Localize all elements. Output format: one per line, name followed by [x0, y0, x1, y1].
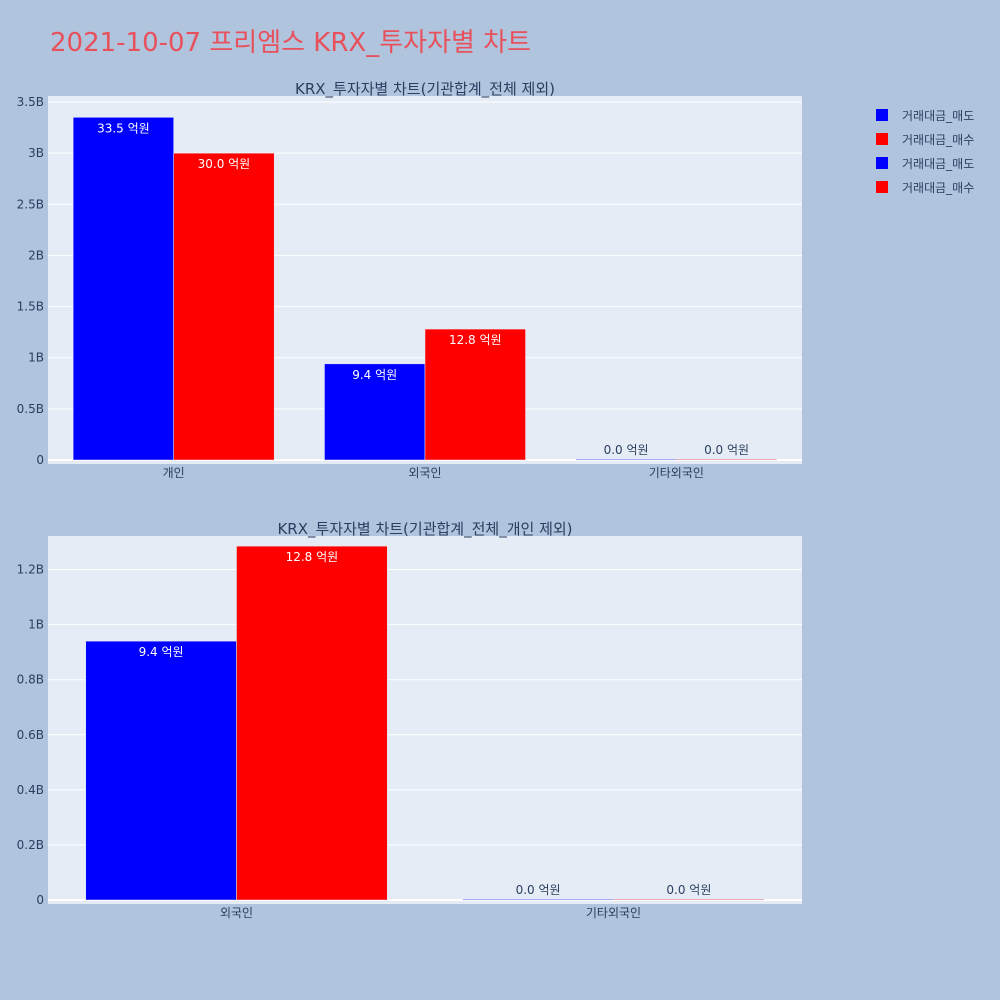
chart-title: KRX_투자자별 차트(기관합계_전체_개인 제외): [277, 520, 572, 539]
data-label: 33.5 억원: [97, 121, 150, 135]
data-label: 9.4 억원: [352, 368, 397, 382]
bar[interactable]: [424, 328, 526, 461]
y-tick-label: 2B: [28, 248, 44, 262]
data-label: 9.4 억원: [139, 645, 184, 659]
legend-label[interactable]: 거래대금_매수: [902, 133, 974, 147]
y-tick-label: 0.8B: [17, 673, 44, 687]
bar[interactable]: [462, 898, 614, 901]
x-tick-label: 외국인: [408, 466, 441, 480]
data-label: 0.0 억원: [666, 883, 711, 897]
x-tick-label: 개인: [163, 466, 185, 480]
legend-label[interactable]: 거래대금_매도: [902, 109, 974, 123]
page-title: 2021-10-07 프리엠스 KRX_투자자별 차트: [50, 28, 532, 58]
legend-swatch[interactable]: [876, 157, 888, 169]
legend-swatch[interactable]: [876, 133, 888, 145]
bar[interactable]: [236, 545, 388, 901]
chart-panel-1: 0 0.5B 1B 1.5B 2B 2.5B 3B 3.5B KRX_투자자별 차트(기관합계_…: [17, 80, 802, 480]
y-tick-label: 1.5B: [17, 300, 44, 314]
data-label: 0.0 억원: [704, 443, 749, 457]
data-label: 30.0 억원: [198, 157, 251, 171]
chart-title: KRX_투자자별 차트(기관합계_전체 제외): [295, 80, 555, 99]
y-tick-label: 0.2B: [17, 838, 44, 852]
bar[interactable]: [575, 458, 677, 461]
y-tick-label: 0: [36, 893, 44, 907]
bar[interactable]: [613, 898, 765, 901]
data-label: 0.0 억원: [516, 883, 561, 897]
data-label: 12.8 억원: [286, 550, 339, 564]
y-tick-label: 1B: [28, 351, 44, 365]
data-label: 12.8 억원: [449, 333, 502, 347]
y-tick-label: 0: [36, 453, 44, 467]
bar[interactable]: [324, 363, 426, 461]
bar[interactable]: [85, 640, 237, 901]
y-tick-label: 0.4B: [17, 783, 44, 797]
bar[interactable]: [72, 117, 174, 461]
bar[interactable]: [676, 458, 778, 461]
x-tick-label: 기타외국인: [649, 466, 704, 480]
legend-swatch[interactable]: [876, 181, 888, 193]
y-tick-label: 2.5B: [17, 197, 44, 211]
legend-label[interactable]: 거래대금_매수: [902, 181, 974, 195]
bar[interactable]: [173, 152, 275, 461]
y-tick-label: 1B: [28, 618, 44, 632]
y-tick-label: 3B: [28, 146, 44, 160]
data-label: 0.0 억원: [604, 443, 649, 457]
x-tick-label: 외국인: [220, 906, 253, 920]
y-tick-label: 0.6B: [17, 728, 44, 742]
chart-panel-2: 0 0.2B 0.4B 0.6B 0.8B 1B 1.2B KRX_투자자별 차트(기관합계_…: [17, 520, 802, 920]
legend-swatch[interactable]: [876, 109, 888, 121]
y-tick-label: 3.5B: [17, 95, 44, 109]
x-tick-label: 기타외국인: [586, 906, 641, 920]
y-tick-label: 0.5B: [17, 402, 44, 416]
legend-label[interactable]: 거래대금_매도: [902, 157, 974, 171]
y-tick-label: 1.2B: [17, 563, 44, 577]
